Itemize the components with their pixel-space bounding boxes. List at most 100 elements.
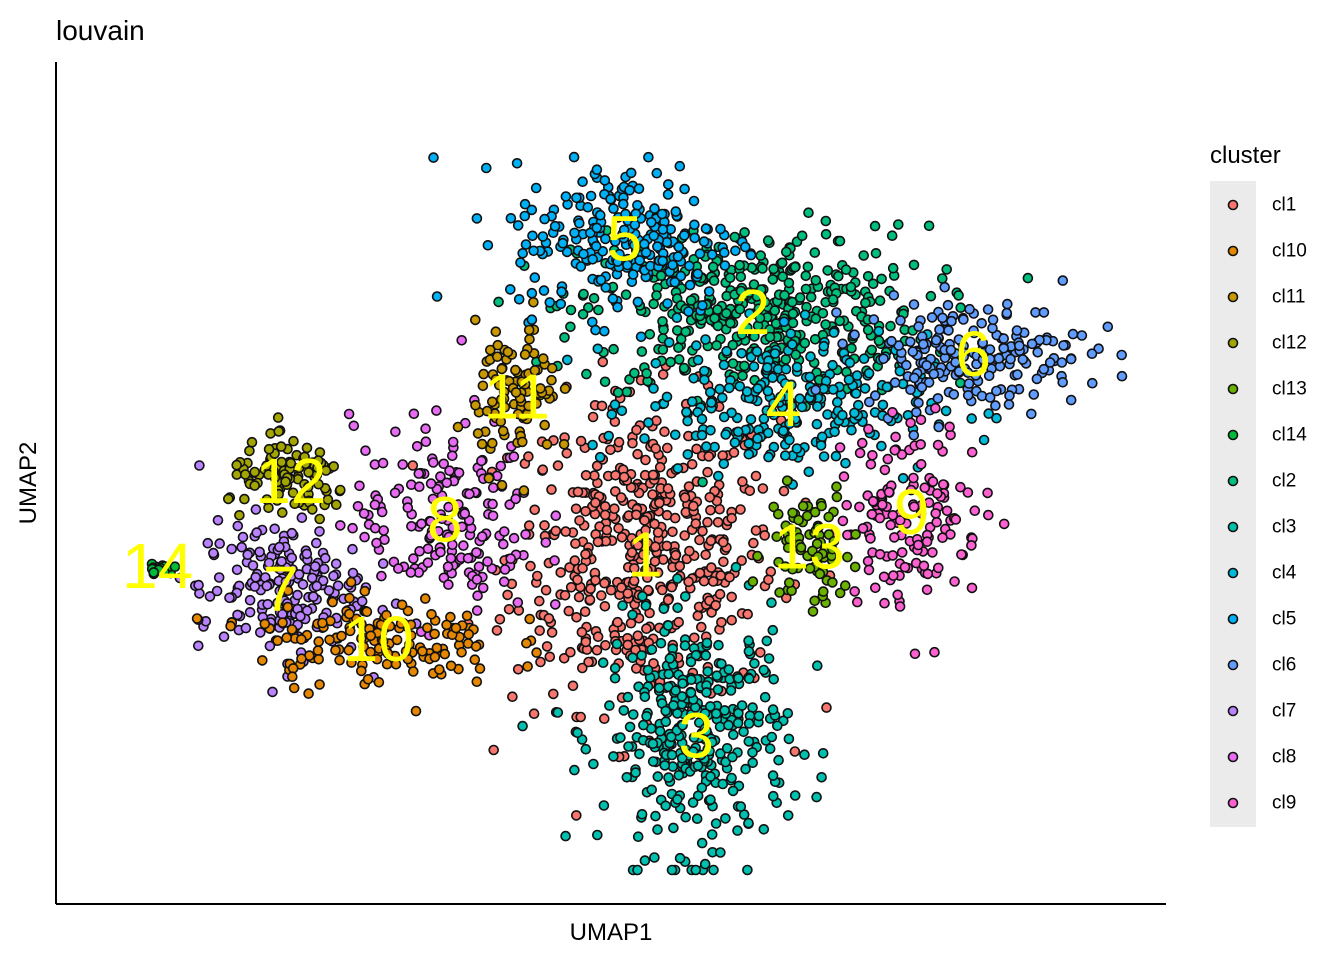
data-point-cl1 (670, 549, 682, 561)
data-point-cl2 (786, 296, 798, 308)
data-point-cl5 (594, 209, 606, 221)
data-point-cl1 (555, 567, 567, 578)
data-point-cl7 (347, 567, 359, 579)
data-point-cl2 (673, 354, 685, 365)
data-point-cl1 (639, 515, 650, 526)
cluster-points-cl14 (146, 558, 181, 580)
data-point-cl4 (587, 439, 598, 451)
data-point-cl1 (688, 500, 699, 512)
data-point-cl7 (174, 572, 186, 584)
data-point-cl3 (572, 727, 583, 739)
data-point-cl1 (543, 613, 555, 624)
data-point-cl8 (482, 556, 493, 567)
data-point-cl9 (851, 596, 863, 608)
data-point-cl1 (597, 356, 609, 368)
data-point-cl6 (1028, 389, 1040, 400)
data-point-cl5 (745, 249, 757, 261)
data-point-cl12 (261, 460, 272, 472)
data-point-cl1 (583, 656, 594, 668)
data-point-cl3 (736, 700, 748, 711)
data-point-cl2 (787, 317, 799, 329)
data-point-cl3 (642, 664, 654, 676)
data-point-cl1 (605, 584, 617, 596)
data-point-cl1 (716, 616, 727, 628)
data-point-cl6 (1017, 354, 1029, 365)
data-point-cl8 (405, 567, 417, 578)
data-point-cl3 (753, 710, 765, 722)
data-point-cl10 (343, 644, 355, 656)
data-point-cl5 (582, 202, 594, 213)
data-point-cl10 (356, 633, 367, 644)
data-point-cl5 (609, 236, 621, 247)
legend-item-cl11: cl11 (1227, 287, 1305, 308)
data-point-cl1 (705, 504, 716, 516)
data-point-cl2 (820, 319, 831, 330)
data-point-cl9 (931, 488, 943, 499)
data-point-cl5 (590, 241, 602, 252)
data-point-cl1 (570, 810, 582, 821)
data-point-cl4 (780, 363, 792, 375)
data-point-cl9 (908, 472, 919, 484)
data-point-cl5 (620, 208, 631, 220)
data-point-cl13 (774, 587, 785, 598)
data-point-cl9 (854, 501, 865, 513)
data-point-cl1 (599, 577, 610, 589)
data-point-cl2 (678, 362, 690, 374)
data-point-cl2 (862, 270, 874, 282)
legend-label-cl9: cl9 (1272, 793, 1296, 814)
data-point-cl1 (561, 447, 573, 459)
data-point-cl13 (782, 542, 794, 554)
data-point-cl8 (389, 487, 401, 499)
data-point-cl1 (702, 516, 713, 528)
data-point-cl5 (428, 152, 439, 163)
data-point-cl6 (1003, 399, 1015, 410)
data-point-cl8 (495, 460, 507, 472)
data-point-cl2 (789, 261, 801, 273)
data-point-cl1 (683, 576, 694, 588)
data-point-cl10 (314, 679, 325, 690)
data-point-cl3 (624, 721, 636, 733)
data-point-cl5 (505, 213, 517, 224)
data-point-cl13 (823, 511, 835, 523)
data-point-cl5 (590, 324, 601, 336)
data-point-cl4 (721, 345, 732, 357)
data-point-cl5 (675, 270, 687, 282)
data-point-cl2 (873, 335, 885, 347)
data-point-cl13 (747, 576, 759, 587)
data-point-cl1 (407, 460, 419, 471)
legend-key-cl1 (1227, 199, 1239, 211)
data-point-cl7 (347, 543, 358, 555)
data-point-cl5 (608, 203, 619, 214)
data-point-cl5 (656, 208, 668, 220)
data-point-cl3 (670, 685, 681, 696)
data-point-cl1 (523, 451, 534, 462)
data-point-cl1 (724, 571, 735, 583)
data-point-cl4 (663, 337, 675, 348)
data-point-cl2 (780, 246, 792, 258)
data-point-cl1 (656, 584, 668, 596)
data-point-cl5 (629, 219, 641, 231)
legend-label-cl14: cl14 (1272, 425, 1307, 446)
data-point-cl9 (896, 547, 908, 558)
data-point-cl1 (609, 486, 621, 497)
data-point-cl1 (650, 541, 661, 553)
data-point-cl8 (499, 564, 511, 575)
data-point-cl6 (1076, 330, 1088, 341)
data-point-cl13 (779, 561, 791, 572)
data-point-cl2 (845, 281, 857, 293)
data-point-cl1 (650, 443, 662, 454)
data-point-cl7 (332, 580, 344, 592)
data-point-cl4 (803, 466, 815, 478)
data-point-cl11 (537, 353, 549, 364)
data-point-cl4 (758, 413, 770, 425)
data-point-cl6 (869, 390, 881, 401)
data-point-cl3 (636, 808, 648, 820)
data-point-cl3 (634, 748, 645, 760)
data-point-cl4 (696, 413, 708, 425)
data-point-cl9 (929, 646, 940, 658)
data-point-cl4 (815, 440, 827, 451)
data-point-cl1 (575, 435, 587, 447)
data-point-cl7 (251, 527, 263, 538)
data-point-cl3 (679, 591, 691, 602)
x-axis-label: UMAP1 (570, 919, 653, 946)
